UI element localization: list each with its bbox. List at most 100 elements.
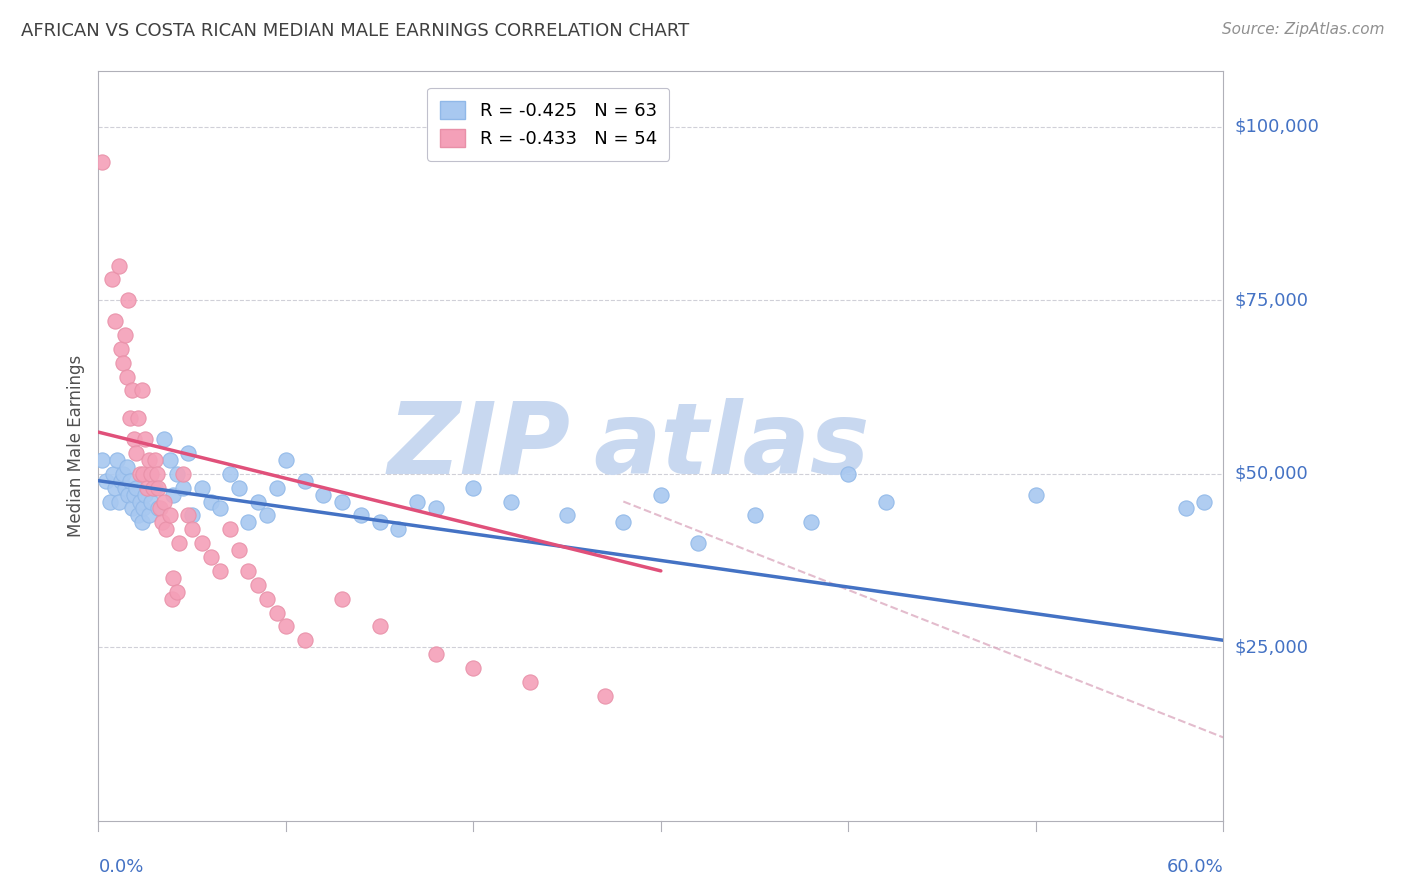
- Point: [115, 369, 138, 384]
- Point: [103, 467, 125, 481]
- Point: [800, 516, 823, 530]
- Point: [330, 494, 353, 508]
- Text: $75,000: $75,000: [1234, 292, 1309, 310]
- Text: $100,000: $100,000: [1234, 118, 1319, 136]
- Point: [350, 508, 373, 523]
- Point: [104, 481, 127, 495]
- Text: AFRICAN VS COSTA RICAN MEDIAN MALE EARNINGS CORRELATION CHART: AFRICAN VS COSTA RICAN MEDIAN MALE EARNI…: [21, 22, 689, 40]
- Point: [120, 411, 142, 425]
- Point: [136, 481, 159, 495]
- Point: [387, 522, 409, 536]
- Point: [122, 487, 145, 501]
- Point: [166, 584, 188, 599]
- Point: [499, 494, 522, 508]
- Point: [138, 508, 160, 523]
- Point: [153, 432, 176, 446]
- Point: [1174, 501, 1197, 516]
- Point: [190, 481, 212, 495]
- Point: [100, 272, 122, 286]
- Point: [131, 516, 153, 530]
- Point: [181, 508, 204, 523]
- Point: [121, 501, 143, 516]
- Point: [110, 342, 132, 356]
- Point: [744, 508, 766, 523]
- Point: [132, 501, 155, 516]
- Point: [105, 453, 128, 467]
- Point: [218, 467, 240, 481]
- Point: [266, 606, 288, 620]
- Point: [125, 481, 148, 495]
- Point: [1194, 494, 1216, 508]
- Point: [172, 481, 194, 495]
- Point: [128, 467, 150, 481]
- Point: [115, 459, 138, 474]
- Point: [246, 578, 269, 592]
- Text: Source: ZipAtlas.com: Source: ZipAtlas.com: [1222, 22, 1385, 37]
- Point: [108, 259, 131, 273]
- Point: [425, 501, 447, 516]
- Point: [114, 328, 136, 343]
- Text: $50,000: $50,000: [1234, 465, 1308, 483]
- Point: [91, 453, 114, 467]
- Point: [149, 501, 172, 516]
- Point: [875, 494, 897, 508]
- Point: [312, 487, 335, 501]
- Point: [177, 446, 200, 460]
- Point: [139, 467, 162, 481]
- Point: [519, 674, 541, 689]
- Point: [274, 453, 297, 467]
- Point: [150, 516, 173, 530]
- Point: [159, 453, 181, 467]
- Point: [330, 591, 353, 606]
- Point: [368, 516, 391, 530]
- Point: [120, 474, 142, 488]
- Point: [155, 522, 177, 536]
- Point: [246, 494, 269, 508]
- Point: [274, 619, 297, 633]
- Text: 60.0%: 60.0%: [1167, 858, 1223, 876]
- Point: [593, 689, 616, 703]
- Point: [143, 481, 166, 495]
- Point: [406, 494, 429, 508]
- Point: [91, 154, 114, 169]
- Point: [104, 314, 127, 328]
- Point: [555, 508, 578, 523]
- Point: [1025, 487, 1047, 501]
- Point: [266, 481, 288, 495]
- Point: [138, 453, 160, 467]
- Point: [143, 453, 166, 467]
- Point: [117, 487, 139, 501]
- Point: [145, 467, 167, 481]
- Point: [131, 384, 153, 398]
- Point: [368, 619, 391, 633]
- Point: [228, 481, 250, 495]
- Point: [181, 522, 204, 536]
- Point: [294, 633, 316, 648]
- Point: [256, 591, 278, 606]
- Point: [209, 501, 232, 516]
- Point: [160, 591, 183, 606]
- Point: [162, 487, 184, 501]
- Point: [110, 474, 132, 488]
- Point: [238, 516, 260, 530]
- Point: [94, 474, 117, 488]
- Point: [463, 481, 485, 495]
- Text: ZIP: ZIP: [388, 398, 571, 494]
- Point: [134, 432, 156, 446]
- Point: [612, 516, 634, 530]
- Point: [98, 494, 121, 508]
- Point: [177, 508, 200, 523]
- Point: [166, 467, 188, 481]
- Point: [111, 356, 134, 370]
- Point: [148, 481, 170, 495]
- Point: [688, 536, 710, 550]
- Point: [139, 494, 162, 508]
- Point: [190, 536, 212, 550]
- Point: [121, 384, 143, 398]
- Point: [172, 467, 194, 481]
- Point: [159, 508, 181, 523]
- Point: [256, 508, 278, 523]
- Text: $25,000: $25,000: [1234, 638, 1309, 657]
- Point: [128, 494, 150, 508]
- Point: [114, 481, 136, 495]
